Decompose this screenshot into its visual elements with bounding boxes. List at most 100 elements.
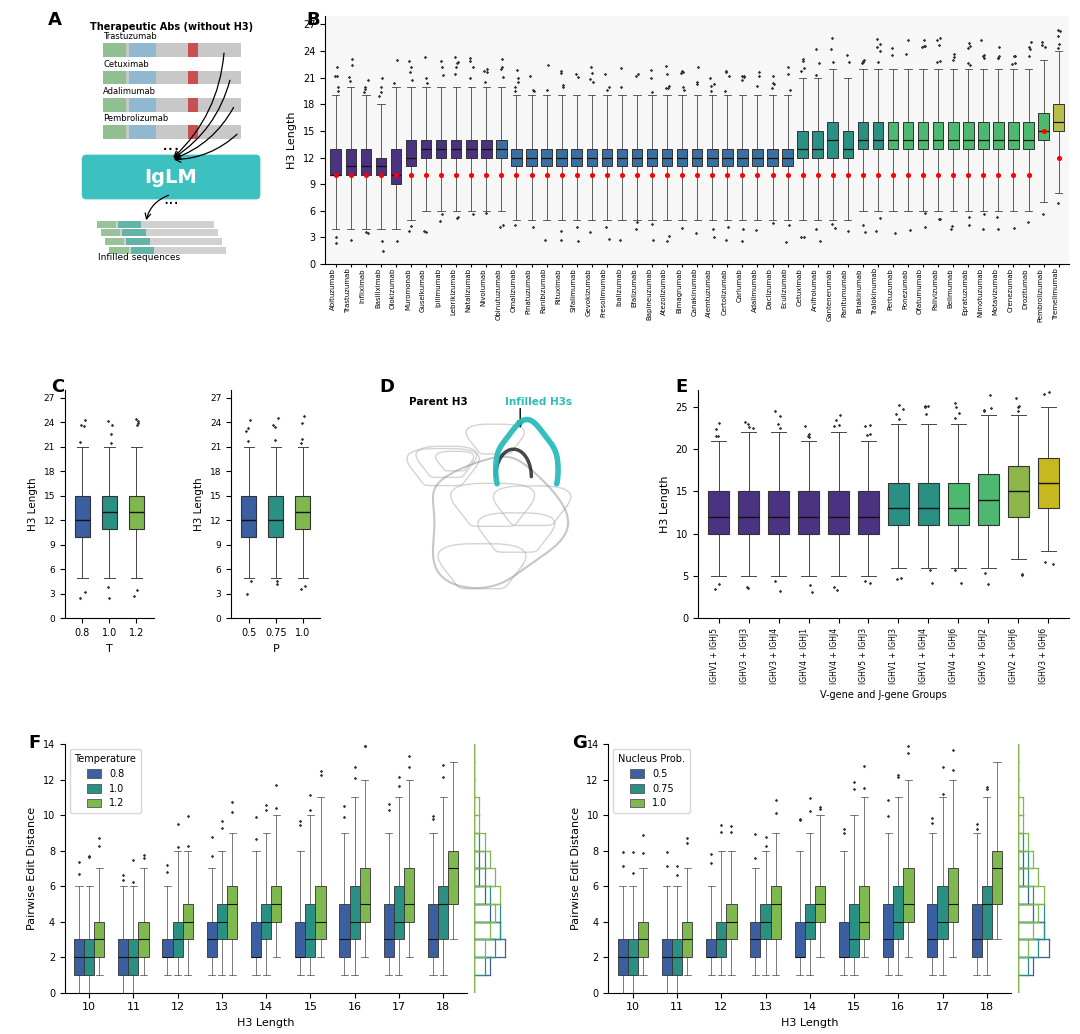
- Point: [447, 59, 464, 75]
- Point: [707, 421, 725, 437]
- Point: [772, 420, 789, 436]
- Point: [764, 81, 781, 97]
- Point: [629, 214, 646, 231]
- Point: [355, 84, 373, 100]
- Point: [600, 79, 618, 95]
- Bar: [647, 149, 658, 166]
- Point: [944, 218, 961, 235]
- Bar: [162, 940, 173, 957]
- Point: [931, 210, 948, 226]
- Point: [645, 232, 662, 248]
- Point: [340, 69, 357, 86]
- Point: [897, 45, 915, 62]
- Point: [916, 219, 933, 236]
- Bar: [828, 491, 849, 534]
- Point: [974, 48, 991, 64]
- Bar: [129, 43, 157, 57]
- Point: [827, 412, 845, 428]
- Bar: [428, 904, 438, 957]
- Point: [781, 82, 798, 98]
- Point: [854, 53, 872, 69]
- Point: [923, 575, 941, 591]
- Point: [746, 826, 764, 843]
- Point: [793, 229, 810, 245]
- Point: [403, 59, 420, 75]
- Point: [242, 412, 259, 428]
- Y-axis label: H3 Length: H3 Length: [660, 476, 670, 533]
- Point: [135, 849, 152, 865]
- Point: [539, 57, 556, 73]
- Bar: [94, 921, 105, 957]
- Point: [765, 215, 782, 232]
- Point: [462, 50, 480, 66]
- Point: [960, 209, 977, 225]
- Point: [689, 166, 706, 183]
- Point: [293, 431, 310, 448]
- Point: [403, 166, 420, 183]
- Point: [76, 412, 93, 428]
- Point: [975, 206, 993, 222]
- Point: [239, 420, 256, 436]
- Point: [704, 220, 721, 237]
- Point: [902, 221, 919, 238]
- Bar: [683, 921, 692, 957]
- Point: [917, 405, 934, 422]
- Point: [923, 810, 941, 826]
- Point: [462, 69, 480, 86]
- Point: [855, 780, 873, 796]
- Bar: [84, 940, 94, 975]
- Text: A: A: [48, 10, 62, 29]
- Point: [634, 845, 651, 861]
- Point: [612, 60, 630, 77]
- Point: [508, 61, 525, 78]
- Bar: [618, 940, 627, 975]
- Point: [733, 166, 751, 183]
- Point: [1034, 34, 1051, 51]
- Point: [1049, 22, 1066, 38]
- Bar: [1009, 122, 1018, 149]
- Point: [838, 48, 855, 64]
- Point: [477, 205, 495, 221]
- Bar: [75, 496, 90, 537]
- Text: B: B: [307, 10, 321, 29]
- Point: [835, 825, 852, 842]
- Point: [822, 40, 839, 57]
- Point: [624, 864, 642, 881]
- Point: [370, 88, 388, 104]
- Point: [569, 69, 586, 86]
- Point: [807, 221, 824, 238]
- Point: [240, 433, 257, 450]
- Point: [780, 59, 797, 75]
- Point: [257, 801, 274, 818]
- Point: [923, 815, 941, 831]
- Text: Infilled H3s: Infilled H3s: [504, 397, 571, 406]
- Point: [705, 75, 723, 92]
- Point: [978, 576, 996, 592]
- Bar: [103, 70, 126, 85]
- Point: [839, 166, 856, 183]
- Bar: [109, 247, 129, 253]
- Point: [990, 48, 1008, 64]
- Point: [1022, 41, 1039, 58]
- Point: [862, 575, 879, 591]
- Point: [917, 397, 934, 414]
- Point: [70, 865, 87, 882]
- Bar: [873, 122, 883, 149]
- Point: [401, 222, 418, 239]
- Point: [826, 578, 843, 595]
- Point: [507, 217, 524, 234]
- Point: [702, 69, 719, 86]
- Point: [267, 419, 284, 435]
- Point: [462, 166, 480, 183]
- Point: [831, 417, 848, 433]
- Point: [130, 415, 147, 431]
- X-axis label: P: P: [272, 643, 279, 653]
- Point: [293, 415, 310, 431]
- Point: [947, 398, 964, 415]
- Point: [570, 233, 588, 249]
- Bar: [102, 496, 117, 528]
- Point: [944, 741, 961, 758]
- Point: [168, 816, 186, 832]
- Text: D: D: [380, 378, 395, 396]
- Point: [723, 818, 740, 834]
